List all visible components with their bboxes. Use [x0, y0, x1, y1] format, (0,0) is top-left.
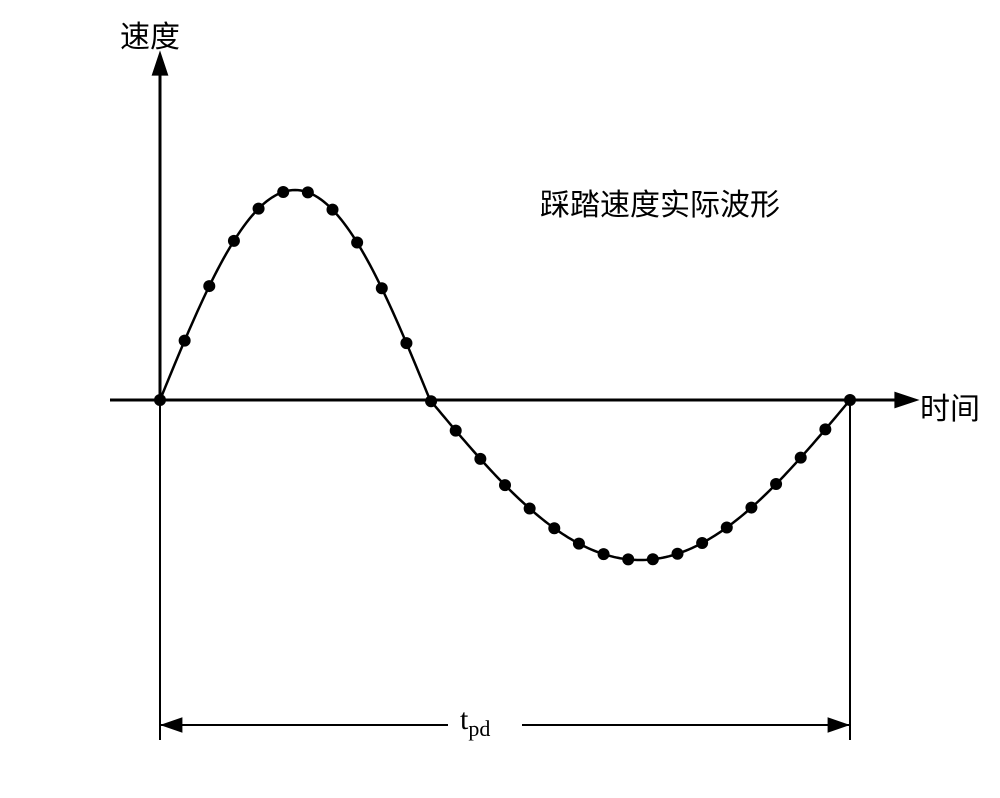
period-dimension-label: tpd [460, 703, 490, 742]
waveform-diagram [0, 0, 1000, 798]
figure-container: 速度 时间 踩踏速度实际波形 tpd [0, 0, 1000, 798]
x-axis-label: 时间 [920, 384, 980, 428]
legend-text: 踩踏速度实际波形 [540, 180, 780, 224]
y-axis-label: 速度 [120, 12, 180, 56]
